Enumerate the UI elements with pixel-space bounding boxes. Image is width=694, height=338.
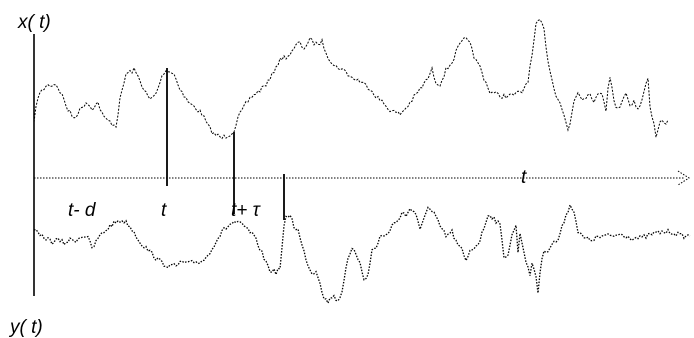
label-t: t xyxy=(161,200,167,221)
time-axis-label: t xyxy=(521,167,527,188)
signal-y-curve xyxy=(33,203,691,305)
x-axis-label: x( t) xyxy=(17,12,51,33)
label-t-plus-tau: t+ τ xyxy=(231,200,262,221)
signal-x-curve xyxy=(33,18,669,140)
label-t-minus-d: t- d xyxy=(68,200,97,221)
time-axis-arrow xyxy=(677,170,690,186)
y-axis-label: y( t) xyxy=(8,317,43,338)
